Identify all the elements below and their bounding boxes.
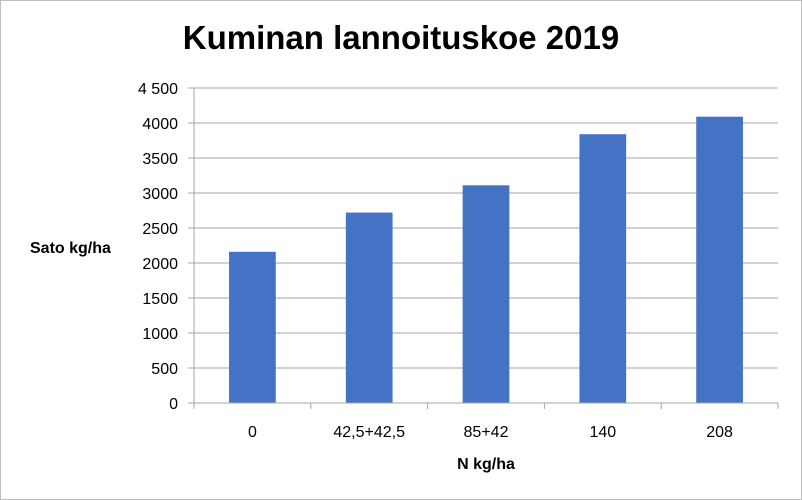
y-tick-label: 2000	[142, 256, 178, 273]
bar	[696, 116, 743, 403]
bar	[579, 134, 627, 403]
x-tick-label: 140	[589, 424, 616, 441]
y-tick-label: 3000	[142, 186, 178, 203]
y-tick-label: 500	[151, 361, 178, 378]
x-axis-label: N kg/ha	[457, 456, 515, 473]
y-tick-label: 0	[169, 396, 178, 413]
x-tick-label: 208	[706, 424, 733, 441]
chart-title: Kuminan lannoituskoe 2019	[182, 19, 620, 56]
bars	[229, 116, 743, 403]
axes: 0 500 1000 1500 2000 2500 3000 3500 4000 4 500 0 42…	[138, 81, 779, 441]
bar	[229, 251, 276, 403]
y-tick-label: 4000	[142, 116, 178, 133]
bar	[345, 212, 393, 403]
x-tick-label: 0	[248, 424, 257, 441]
x-tick-label: 42,5+42,5	[333, 424, 405, 441]
y-tick-label: 4 500	[138, 81, 178, 98]
y-tick-label: 1000	[142, 326, 178, 343]
y-tick-label: 3500	[142, 151, 178, 168]
bar	[462, 185, 510, 403]
x-tick-label: 85+42	[464, 424, 509, 441]
y-tick-label: 1500	[142, 291, 178, 308]
y-tick-label: 2500	[142, 221, 178, 238]
y-axis-label: Sato kg/ha	[30, 240, 111, 257]
